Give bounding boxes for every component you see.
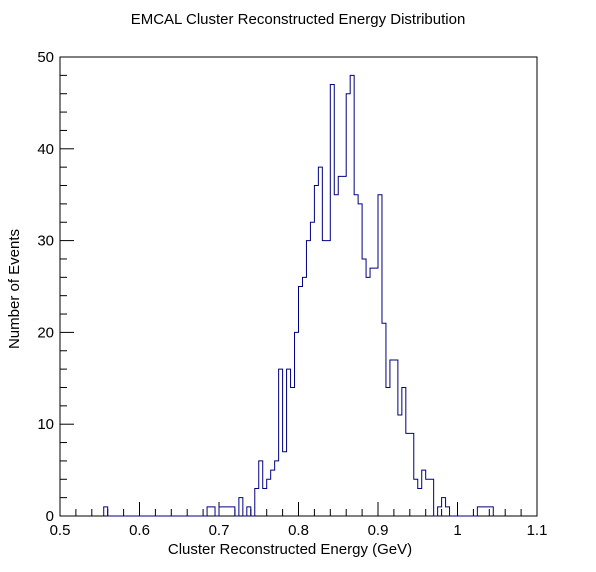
histogram-bin xyxy=(211,507,215,516)
histogram-bin xyxy=(318,167,322,516)
histogram-bin xyxy=(255,488,259,516)
histogram-bin xyxy=(223,507,227,516)
histogram-bin xyxy=(430,479,434,516)
x-axis-label: Cluster Reconstructed Energy (GeV) xyxy=(168,541,412,558)
histogram-bin xyxy=(283,452,287,516)
histogram-bin xyxy=(207,507,211,516)
histogram-bin xyxy=(446,507,450,516)
histogram-bin xyxy=(287,369,291,516)
histogram-bin xyxy=(326,241,330,516)
x-tick-label: 1.1 xyxy=(527,522,548,539)
histogram-bin xyxy=(239,498,243,516)
y-axis-ticks xyxy=(60,57,74,516)
histogram-bin xyxy=(354,195,358,516)
histogram-bin xyxy=(489,507,493,516)
y-axis-label: Number of Events xyxy=(6,229,23,349)
histogram-bin xyxy=(485,507,489,516)
histogram-bin xyxy=(366,277,370,516)
x-tick-label: 0.6 xyxy=(129,522,150,539)
histogram-bin xyxy=(267,479,271,516)
histogram-bin xyxy=(438,507,442,516)
histogram-bin xyxy=(295,332,299,516)
histogram-bin xyxy=(104,507,108,516)
histogram-bin xyxy=(394,360,398,516)
histogram-bin xyxy=(362,259,366,516)
histogram-bin xyxy=(386,387,390,516)
histogram-bin xyxy=(442,498,446,516)
histogram-bin xyxy=(378,195,382,516)
x-tick-label: 0.7 xyxy=(209,522,230,539)
histogram-bin xyxy=(259,461,263,516)
y-tick-label: 20 xyxy=(37,324,54,341)
histogram-bin xyxy=(263,488,267,516)
histogram-bin xyxy=(350,75,354,516)
histogram-bin xyxy=(314,186,318,516)
histogram-bin xyxy=(271,470,275,516)
histogram-bin xyxy=(418,488,422,516)
histogram-bin xyxy=(338,176,342,516)
histogram-bin xyxy=(310,222,314,516)
histogram-bin xyxy=(414,479,418,516)
x-tick-label: 1 xyxy=(453,522,461,539)
histogram-bin xyxy=(358,204,362,516)
y-axis-tick-labels: 0 10 20 30 40 50 xyxy=(37,49,54,525)
histogram-bin xyxy=(299,287,303,517)
histogram-bin xyxy=(426,479,430,516)
histogram-outline xyxy=(104,75,494,516)
y-tick-label: 40 xyxy=(37,141,54,158)
histogram-bin xyxy=(374,268,378,516)
histogram-bin xyxy=(275,461,279,516)
histogram-bin xyxy=(382,323,386,516)
histogram-bin xyxy=(410,433,414,516)
histogram-bin xyxy=(322,241,326,516)
histogram-bin xyxy=(219,507,223,516)
histogram-bin xyxy=(370,268,374,516)
chart-title: EMCAL Cluster Reconstructed Energy Distr… xyxy=(131,11,466,28)
histogram-bin xyxy=(306,241,310,516)
histogram-bin xyxy=(406,433,410,516)
histogram-bin xyxy=(390,360,394,516)
histogram-bin xyxy=(330,85,334,516)
histogram-bin xyxy=(291,387,295,516)
histogram-bin xyxy=(334,195,338,516)
x-tick-label: 0.8 xyxy=(288,522,309,539)
histogram-bin xyxy=(398,415,402,516)
histogram-bin xyxy=(247,507,251,516)
y-tick-label: 30 xyxy=(37,233,54,250)
histogram-bin xyxy=(279,369,283,516)
histogram-bin xyxy=(231,507,235,516)
histogram-bin xyxy=(422,470,426,516)
histogram-bin xyxy=(481,507,485,516)
histogram-bin xyxy=(302,277,306,516)
histogram-bin xyxy=(227,507,231,516)
y-tick-label: 10 xyxy=(37,416,54,433)
x-tick-label: 0.9 xyxy=(368,522,389,539)
histogram-bin xyxy=(477,507,481,516)
y-tick-label: 0 xyxy=(46,508,54,525)
x-axis-ticks xyxy=(60,502,537,516)
histogram-bin xyxy=(342,176,346,516)
histogram-bin xyxy=(402,387,406,516)
y-tick-label: 50 xyxy=(37,49,54,66)
x-axis-tick-labels: 0.5 0.6 0.7 0.8 0.9 1 1.1 xyxy=(50,522,548,539)
histogram-bin xyxy=(346,94,350,516)
